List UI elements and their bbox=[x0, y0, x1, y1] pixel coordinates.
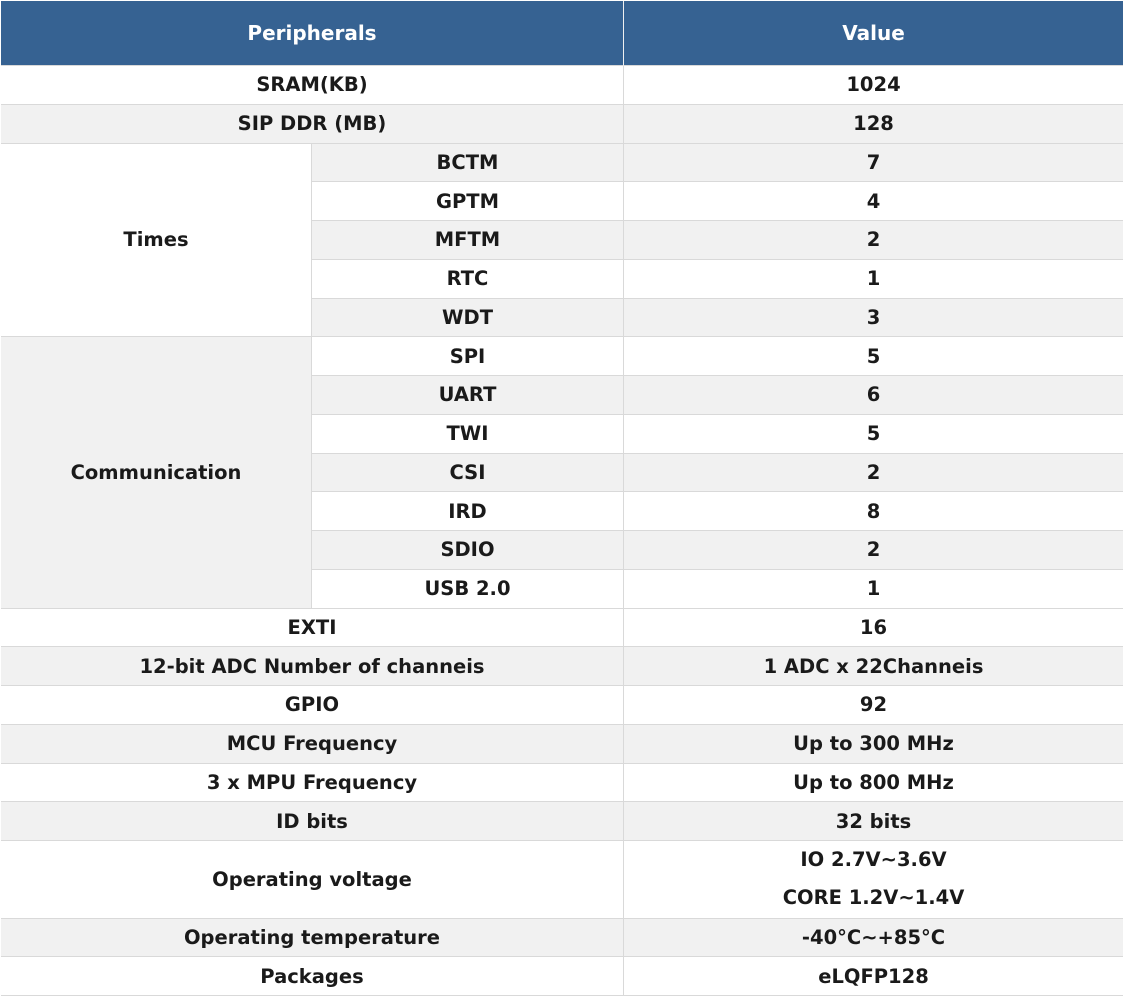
row-value-gptm: 4 bbox=[624, 182, 1123, 221]
row-value-usb: 1 bbox=[624, 569, 1123, 609]
row-value-exti: 16 bbox=[624, 608, 1123, 648]
group-label-times: Times bbox=[1, 143, 312, 338]
row-value-sram: 1024 bbox=[624, 66, 1123, 105]
row-value-twi: 5 bbox=[624, 414, 1123, 454]
operating-voltage-io-line: IO 2.7V~3.6V bbox=[800, 847, 947, 871]
row-value-operating-voltage: IO 2.7V~3.6V CORE 1.2V~1.4V bbox=[624, 841, 1123, 919]
row-label-gpio: GPIO bbox=[1, 686, 624, 725]
column-header-peripherals: Peripherals bbox=[1, 1, 624, 66]
row-value-wdt: 3 bbox=[624, 298, 1123, 338]
column-header-value: Value bbox=[624, 1, 1123, 66]
operating-voltage-core-line: CORE 1.2V~1.4V bbox=[782, 886, 965, 910]
row-value-mpu-frequency: Up to 800 MHz bbox=[624, 763, 1123, 803]
row-value-spi: 5 bbox=[624, 337, 1123, 376]
row-label-gptm: GPTM bbox=[312, 182, 624, 221]
row-value-adc-channels: 1 ADC x 22Channeis bbox=[624, 647, 1123, 686]
row-value-gpio: 92 bbox=[624, 686, 1123, 725]
row-label-packages: Packages bbox=[1, 957, 624, 996]
row-value-bctm: 7 bbox=[624, 143, 1123, 183]
row-label-mpu-frequency: 3 x MPU Frequency bbox=[1, 763, 624, 803]
row-value-sip-ddr: 128 bbox=[624, 104, 1123, 144]
row-label-wdt: WDT bbox=[312, 298, 624, 338]
row-label-sram: SRAM(KB) bbox=[1, 66, 624, 105]
row-label-sip-ddr: SIP DDR (MB) bbox=[1, 104, 624, 144]
row-value-operating-temperature: -40°C~+85°C bbox=[624, 918, 1123, 958]
row-label-twi: TWI bbox=[312, 414, 624, 454]
row-label-mftm: MFTM bbox=[312, 221, 624, 260]
row-value-sdio: 2 bbox=[624, 531, 1123, 570]
row-label-bctm: BCTM bbox=[312, 143, 624, 183]
row-value-uart: 6 bbox=[624, 376, 1123, 415]
row-label-adc-channels: 12-bit ADC Number of channeis bbox=[1, 647, 624, 686]
row-label-usb: USB 2.0 bbox=[312, 569, 624, 609]
row-label-exti: EXTI bbox=[1, 608, 624, 648]
row-label-mcu-frequency: MCU Frequency bbox=[1, 724, 624, 764]
row-value-mftm: 2 bbox=[624, 221, 1123, 260]
row-value-mcu-frequency: Up to 300 MHz bbox=[624, 724, 1123, 764]
row-label-rtc: RTC bbox=[312, 259, 624, 299]
row-label-uart: UART bbox=[312, 376, 624, 415]
row-label-csi: CSI bbox=[312, 453, 624, 493]
row-label-spi: SPI bbox=[312, 337, 624, 376]
row-label-ird: IRD bbox=[312, 492, 624, 531]
row-value-csi: 2 bbox=[624, 453, 1123, 493]
row-value-id-bits: 32 bits bbox=[624, 802, 1123, 841]
row-label-operating-voltage: Operating voltage bbox=[1, 841, 624, 919]
row-label-sdio: SDIO bbox=[312, 531, 624, 570]
row-label-operating-temperature: Operating temperature bbox=[1, 918, 624, 958]
row-value-ird: 8 bbox=[624, 492, 1123, 531]
row-value-rtc: 1 bbox=[624, 259, 1123, 299]
row-value-packages: eLQFP128 bbox=[624, 957, 1123, 996]
group-label-communication: Communication bbox=[1, 337, 312, 609]
row-label-id-bits: ID bits bbox=[1, 802, 624, 841]
